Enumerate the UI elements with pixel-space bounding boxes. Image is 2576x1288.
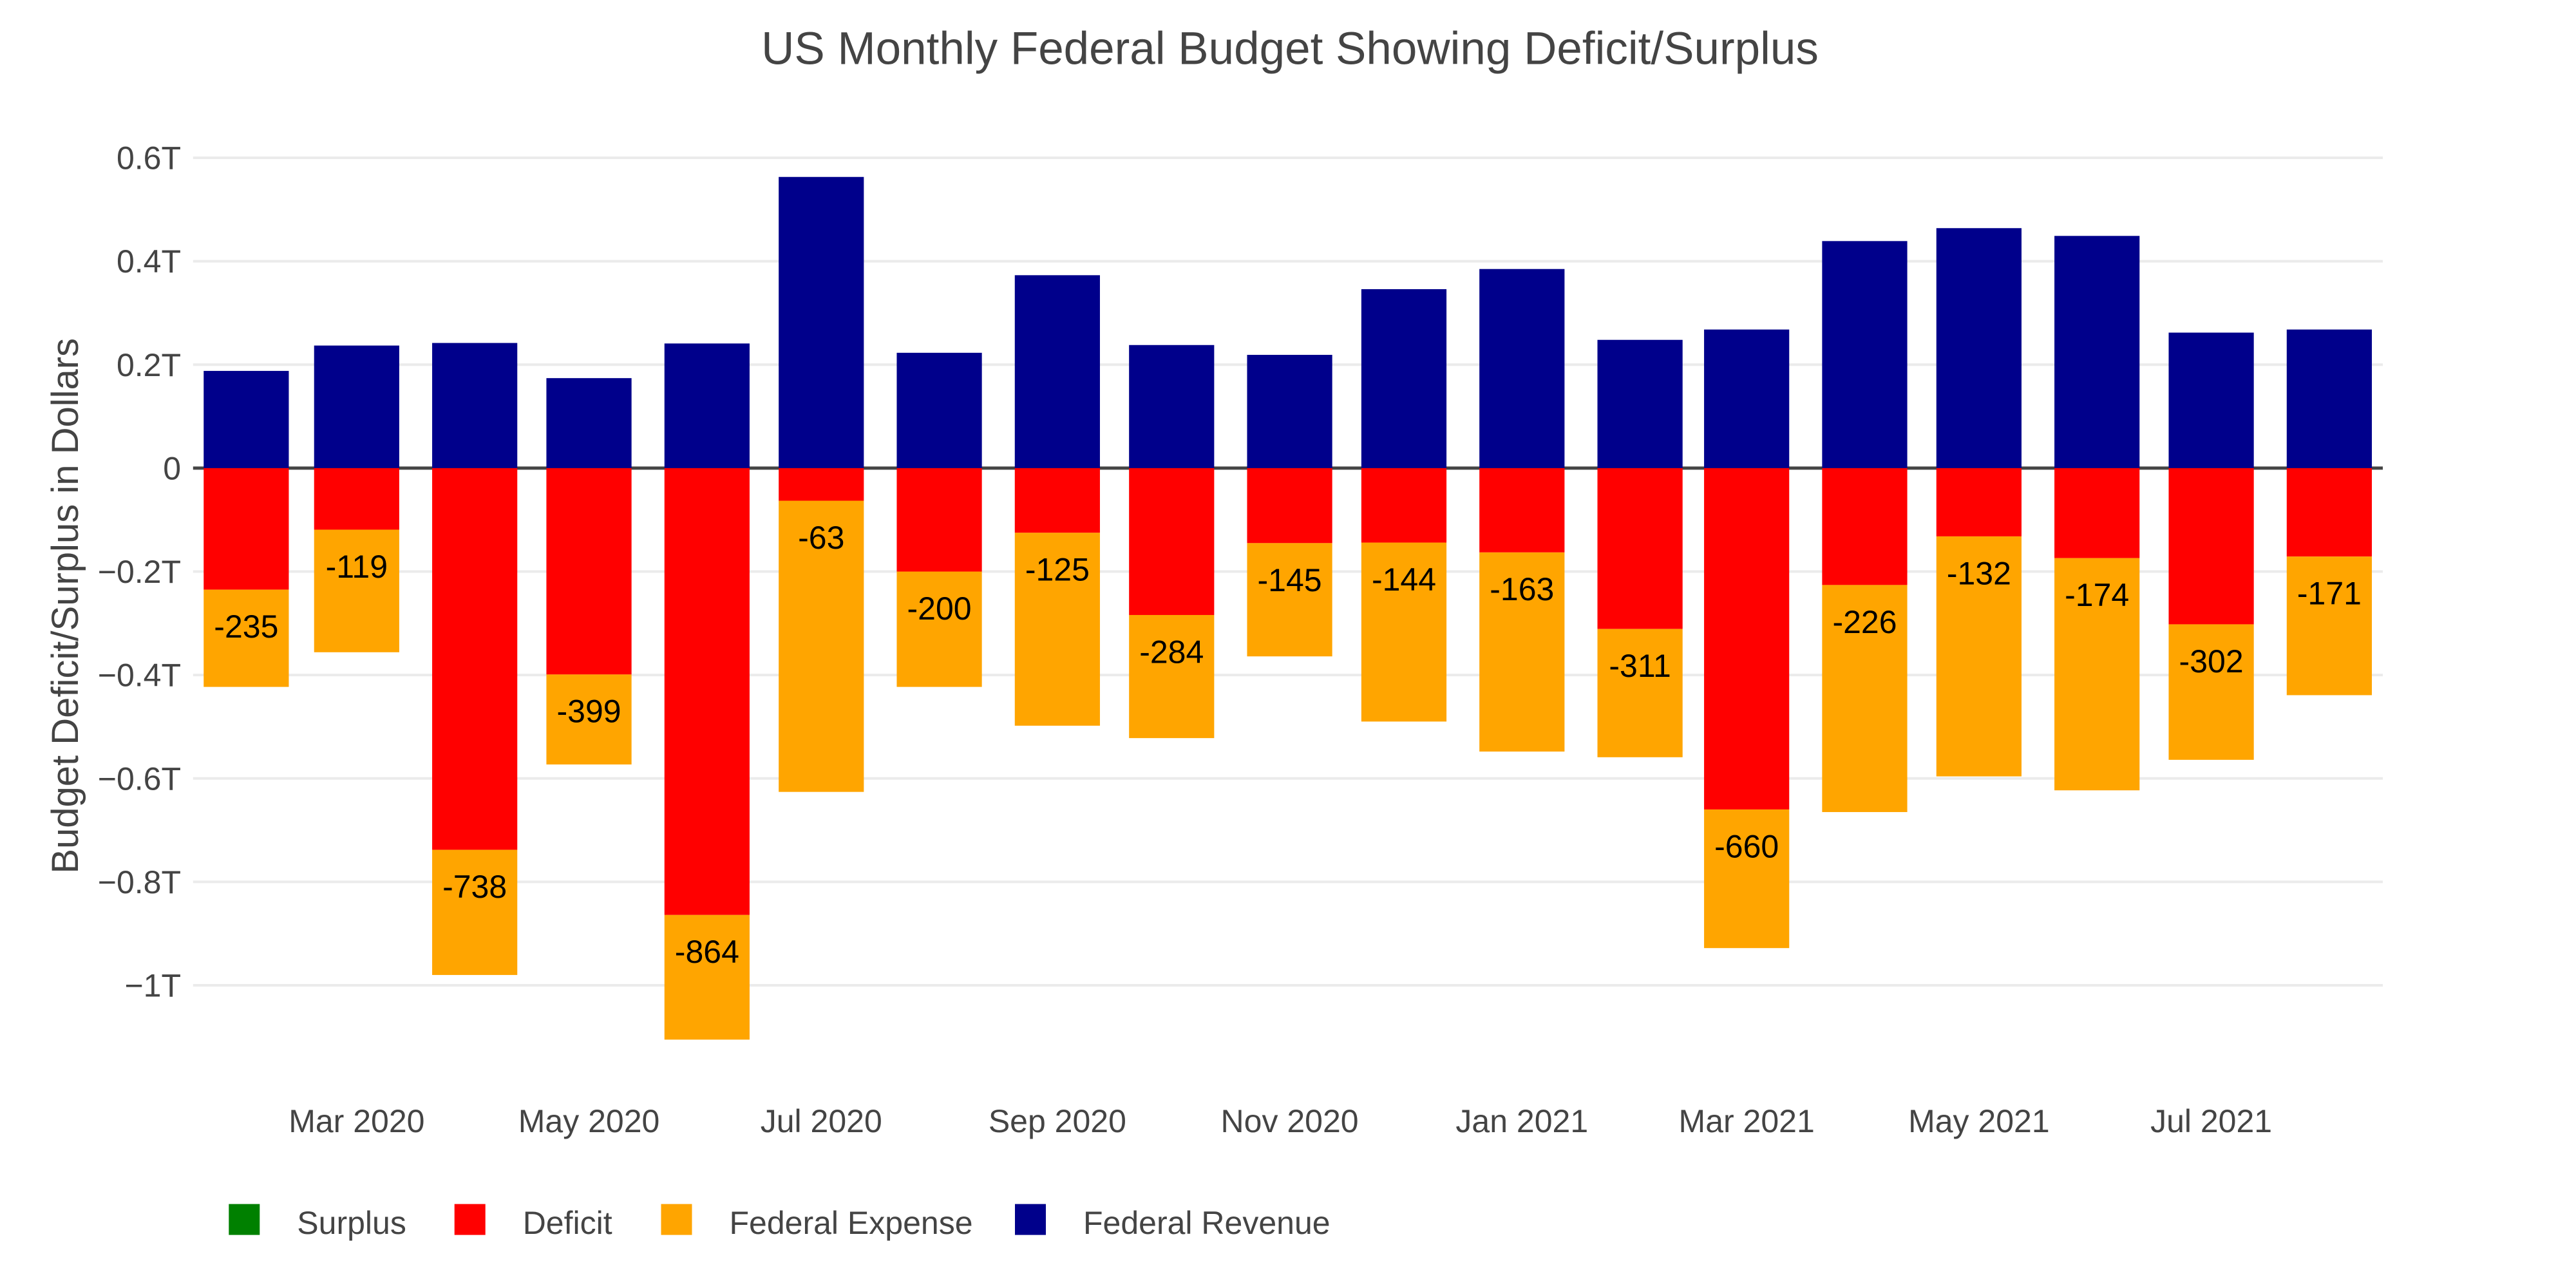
svg-text:Jul 2020: Jul 2020 (761, 1103, 882, 1139)
svg-text:-738: -738 (442, 869, 507, 905)
svg-text:-125: -125 (1025, 552, 1090, 588)
svg-text:-235: -235 (214, 609, 278, 645)
svg-text:−0.8T: −0.8T (98, 864, 181, 900)
svg-text:Federal Expense: Federal Expense (730, 1205, 973, 1241)
svg-text:−0.4T: −0.4T (98, 658, 181, 694)
svg-text:−0.6T: −0.6T (98, 761, 181, 797)
svg-text:Mar 2021: Mar 2021 (1679, 1103, 1815, 1139)
svg-text:-174: -174 (2065, 577, 2129, 613)
svg-text:Surplus: Surplus (297, 1205, 406, 1241)
svg-text:-200: -200 (907, 591, 972, 627)
svg-text:-163: -163 (1490, 571, 1554, 607)
svg-text:-302: -302 (2179, 643, 2244, 679)
svg-text:Nov 2020: Nov 2020 (1221, 1103, 1359, 1139)
svg-text:0: 0 (163, 450, 181, 486)
svg-text:−0.2T: −0.2T (98, 554, 181, 590)
svg-text:-399: -399 (557, 694, 621, 730)
svg-text:-311: -311 (1609, 648, 1671, 684)
svg-text:Budget Deficit/Surplus in Doll: Budget Deficit/Surplus in Dollars (44, 338, 86, 874)
svg-text:-864: -864 (675, 934, 739, 970)
svg-text:US Monthly Federal Budget Show: US Monthly Federal Budget Showing Defici… (761, 23, 1819, 74)
svg-text:-171: -171 (2297, 576, 2362, 612)
svg-text:Jan 2021: Jan 2021 (1455, 1103, 1588, 1139)
svg-text:Federal Revenue: Federal Revenue (1083, 1205, 1331, 1241)
svg-text:May 2021: May 2021 (1908, 1103, 2050, 1139)
svg-text:Jul 2021: Jul 2021 (2150, 1103, 2272, 1139)
svg-text:-132: -132 (1947, 555, 2011, 591)
svg-text:-660: -660 (1714, 828, 1779, 864)
svg-text:-119: -119 (326, 549, 388, 585)
svg-text:0.6T: 0.6T (117, 140, 181, 176)
svg-text:Deficit: Deficit (523, 1205, 612, 1241)
svg-text:−1T: −1T (124, 968, 181, 1004)
svg-text:-144: -144 (1372, 562, 1436, 598)
svg-text:0.4T: 0.4T (117, 243, 181, 279)
svg-text:-63: -63 (798, 520, 844, 556)
svg-text:May 2020: May 2020 (518, 1103, 660, 1139)
svg-text:-284: -284 (1139, 634, 1204, 670)
svg-text:Sep 2020: Sep 2020 (989, 1103, 1126, 1139)
svg-text:-145: -145 (1258, 562, 1322, 598)
svg-text:-226: -226 (1832, 604, 1897, 640)
svg-text:Mar 2020: Mar 2020 (289, 1103, 424, 1139)
svg-text:0.2T: 0.2T (117, 347, 181, 383)
